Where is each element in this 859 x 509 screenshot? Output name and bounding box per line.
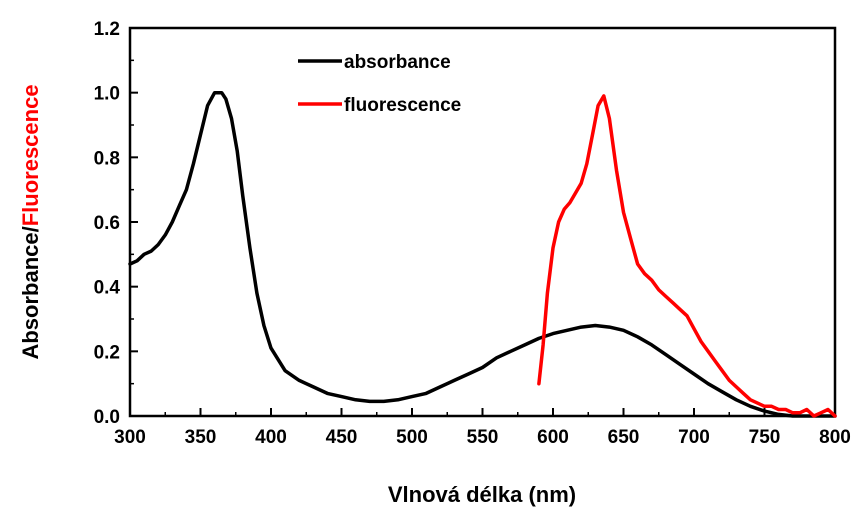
x-tick-label: 650 bbox=[608, 427, 640, 448]
y-axis-title-part-fluorescence: Fluorescence bbox=[18, 84, 43, 226]
x-axis-title: Vlnová délka (nm) bbox=[388, 482, 576, 507]
y-tick-label: 0.6 bbox=[94, 213, 120, 234]
y-tick-label: 1.0 bbox=[94, 84, 120, 105]
x-tick-label: 400 bbox=[255, 427, 287, 448]
x-tick-label: 550 bbox=[467, 427, 499, 448]
y-tick-label: 0.2 bbox=[94, 342, 120, 363]
y-tick-label: 0.0 bbox=[94, 407, 120, 428]
series-line-absorbance bbox=[128, 90, 837, 418]
x-tick-label: 350 bbox=[185, 427, 217, 448]
x-tick-label: 800 bbox=[819, 427, 851, 448]
x-tick-label: 750 bbox=[749, 427, 781, 448]
y-tick-label: 0.8 bbox=[94, 148, 120, 169]
y-axis-title: Absorbance/Fluorescence bbox=[18, 84, 43, 359]
x-tick-label: 700 bbox=[678, 427, 710, 448]
y-tick-label: 0.4 bbox=[94, 278, 121, 299]
plot-area-frame bbox=[128, 26, 837, 418]
x-tick-label: 500 bbox=[396, 427, 428, 448]
x-tick-label: 600 bbox=[537, 427, 569, 448]
series-layer bbox=[128, 90, 837, 418]
x-tick-label: 450 bbox=[326, 427, 358, 448]
ticks-layer: 300 350 400 450 500 550 600 650 700 750 800 0.0 0.2 0… bbox=[94, 19, 851, 448]
series-line-fluorescence bbox=[537, 94, 837, 418]
legend: absorbance fluorescence bbox=[298, 52, 461, 116]
legend-label-absorbance: absorbance bbox=[344, 52, 451, 73]
y-axis-title-part-absorbance: Absorbance/ bbox=[18, 226, 43, 359]
x-tick-label: 300 bbox=[114, 427, 146, 448]
legend-label-fluorescence: fluorescence bbox=[344, 95, 461, 116]
y-tick-label: 1.2 bbox=[94, 19, 120, 40]
